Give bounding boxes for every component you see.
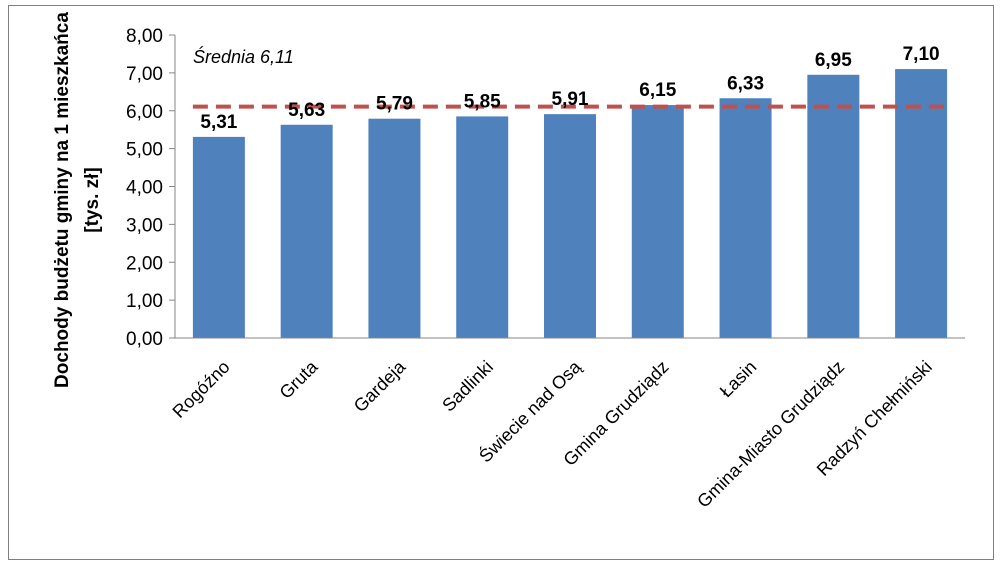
data-label: 6,15	[639, 80, 676, 101]
y-axis-title-line1: Dochody budżetu gminy na 1 mieszkańca	[52, 12, 73, 388]
y-tick-label: 6,00	[126, 102, 163, 123]
data-label: 5,63	[288, 100, 325, 121]
category-label: Łasin	[716, 357, 761, 402]
data-label: 6,33	[727, 73, 764, 94]
category-label: Gardeja	[350, 356, 410, 416]
bar	[807, 74, 860, 339]
category-label: Gmina-Miasto Grudziądz	[693, 357, 848, 512]
data-label: 6,95	[815, 50, 852, 71]
y-tick-label: 1,00	[126, 291, 163, 312]
y-tick-label: 8,00	[126, 26, 163, 47]
y-tick-label: 3,00	[126, 215, 163, 236]
bar	[631, 105, 684, 338]
y-tick-label: 4,00	[126, 178, 163, 199]
bar	[544, 114, 596, 338]
data-label: 7,10	[903, 44, 940, 65]
category-label: Rogóźno	[169, 357, 234, 422]
data-label: 5,91	[552, 89, 589, 110]
category-label: Gruta	[276, 356, 323, 403]
category-label: Sadlinki	[438, 357, 497, 416]
y-tick-label: 0,00	[126, 329, 163, 350]
average-label: Średnia 6,11	[193, 46, 294, 67]
y-tick-label: 2,00	[126, 253, 163, 274]
data-label: 5,79	[376, 94, 413, 115]
data-label: 5,85	[464, 91, 501, 112]
y-tick-label: 7,00	[126, 64, 163, 85]
y-axis-title: Dochody budżetu gminy na 1 mieszkańca [t…	[52, 12, 103, 388]
y-tick-label: 5,00	[126, 140, 163, 161]
bar	[456, 116, 509, 339]
bar	[192, 136, 245, 338]
data-label: 5,31	[200, 112, 237, 133]
bar	[280, 124, 333, 338]
bar	[368, 118, 421, 338]
y-axis-title-line2: [tys. zł]	[82, 167, 103, 232]
bar	[719, 98, 772, 338]
bar	[895, 69, 948, 339]
